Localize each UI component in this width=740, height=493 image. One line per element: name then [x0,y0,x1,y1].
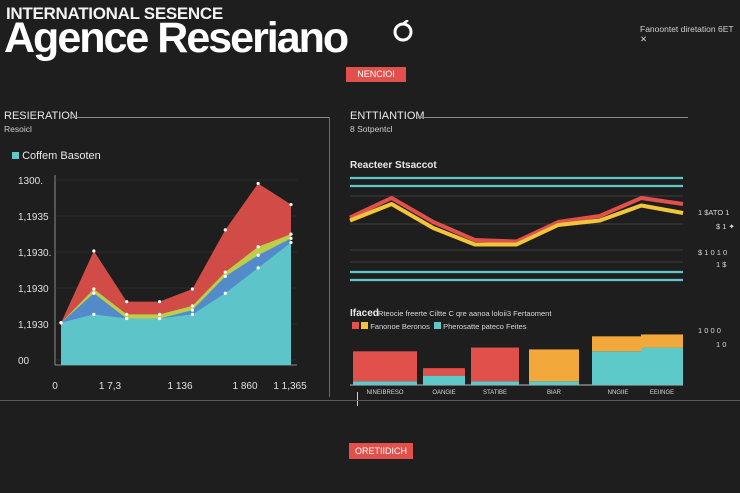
data-point [92,291,96,295]
data-point [190,287,195,291]
data-point [92,312,96,316]
bar-label: EEIINGE [650,390,674,396]
bar-legend-label-1: Fanonoe Beronos [370,322,430,331]
legend-swatch-yellow [361,322,369,329]
top-action-button[interactable]: NENCIOI [346,67,406,82]
bar-teal [423,375,465,385]
bar-red [471,347,519,382]
data-point [289,202,293,207]
y-tick-label: 1,1930 [18,320,49,331]
data-point [223,274,227,278]
panel-divider [329,117,330,397]
data-point [223,291,227,295]
right-label-3: $ 1 0 1 0 [698,248,728,257]
app-title: Agence Reseriano [4,14,349,62]
x-tick-label: 0 [52,381,58,392]
line-yellow [349,202,684,247]
bar-teal [641,347,683,385]
right-label-5: 1 0 0 0 [698,326,721,335]
data-point [125,316,129,321]
data-point [92,287,96,291]
data-point [223,228,227,232]
right-label-2: $ 1 ✦ [716,222,735,231]
header-status-text: Fanoontet diretation 6ET ✕ [640,24,734,44]
right-label-4: 1 $ [716,260,727,269]
legend-swatch-teal [12,152,19,159]
bar-orange [529,349,579,382]
y-tick-label: 1300. [18,176,43,187]
bar-section-title: Ifaced [350,308,379,319]
data-point [190,312,195,316]
app-subtitle: INTERNATIONAL SESENCE [6,4,223,23]
right-label-6: 1 0 [716,340,727,349]
data-point [256,245,260,249]
bar-orange [592,336,644,352]
bar-label: OANGIE [432,390,455,396]
bar-axis-tick [357,392,358,406]
data-point [125,300,129,304]
line-chart [349,176,684,282]
data-point [256,266,260,270]
data-point [289,232,293,236]
line-chart-title: Reacteer Stsaccot [350,160,437,171]
data-point [92,249,96,253]
bottom-action-button[interactable]: ORETIIDICH [349,443,413,459]
left-panel-rule [70,117,330,118]
y-tick-label: 1,1930. [18,248,51,259]
right-panel-sublabel: 8 Sotpentcl [350,124,393,134]
data-point [256,253,260,257]
left-legend: Coffem Basoten [12,150,101,162]
bar-teal [592,351,644,385]
bar-red [353,351,417,382]
data-point [157,300,162,304]
x-tick-label: 1 136 [167,381,192,392]
y-tick-label: 1,1935 [18,212,49,223]
bar-teal [529,381,579,385]
legend-swatch-teal-2 [434,322,441,329]
x-tick-label: 1 860 [232,381,257,392]
data-point [190,308,195,312]
data-point [223,270,227,274]
bar-red [423,368,465,376]
data-point [59,321,63,325]
left-legend-label: Coffem Basoten [22,150,101,162]
data-point [125,312,129,316]
bar-legend-label-2: Pherosatte pateco Feites [443,322,527,331]
data-point [256,181,260,186]
area-teal [61,242,291,365]
data-point [157,312,162,316]
bar-orange [641,334,683,348]
footer-rule [0,400,740,401]
left-panel-sublabel: Resoicl [4,124,32,134]
right-panel-rule [418,117,688,118]
legend-swatch-red [352,322,359,329]
data-point [289,240,293,245]
bar-chart: NINEIBRESO OANGIE STATIBE BIAR NNGIIE EEIINGE [350,334,683,396]
bar-legend: Fanonoe Beronos Pherosatte pateco Feites [352,322,526,331]
bar-label: STATIBE [483,390,507,396]
bar-teal [353,381,417,385]
bar-label: NNGIIE [608,390,629,396]
y-tick-label: 00 [18,356,30,367]
bar-label: NINEIBRESO [366,390,403,396]
right-label-1: 1 $ATO 1 [698,208,730,217]
logo-icon [393,20,413,42]
data-point [157,316,162,321]
line-red [349,196,684,244]
x-tick-label: 1 7,3 [99,381,122,392]
bar-section-caption: Rteocie freerte Ciltte C qre aanoa loloi… [378,309,552,318]
x-tick-label: 1 1,365 [273,381,307,392]
right-panel-label: ENTTIANTIOM [350,110,425,122]
bar-label: BIAR [547,390,562,396]
data-point [289,236,293,240]
left-panel-label: RESIERATION [4,110,78,122]
data-point [190,304,195,308]
y-tick-label: 1,1930 [18,284,49,295]
bar-teal [471,381,519,385]
